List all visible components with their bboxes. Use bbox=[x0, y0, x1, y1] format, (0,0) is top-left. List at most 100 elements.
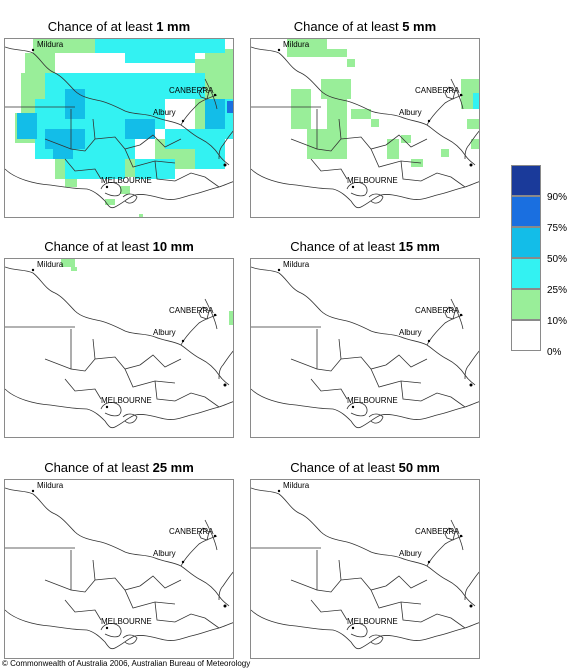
rain-cell bbox=[347, 59, 355, 67]
boundary-line bbox=[346, 622, 368, 638]
town-label-mildura: Mildura bbox=[283, 260, 310, 269]
title-prefix: Chance of at least bbox=[44, 239, 149, 254]
town-marker-canberra bbox=[459, 93, 463, 97]
boundary-line bbox=[368, 193, 384, 204]
boundary-line bbox=[154, 160, 220, 188]
coast-marker bbox=[223, 383, 227, 387]
town-label-melbourne: MELBOURNE bbox=[347, 176, 398, 185]
boundary-line bbox=[139, 354, 182, 368]
title-prefix: Chance of at least bbox=[290, 460, 395, 475]
boundary-line bbox=[310, 158, 348, 180]
boundary-line bbox=[251, 46, 280, 54]
boundary-line bbox=[251, 168, 479, 209]
threshold-amount: 25 mm bbox=[152, 460, 194, 475]
boundary-line bbox=[400, 380, 466, 408]
state-boundaries bbox=[251, 46, 479, 209]
boundary-line bbox=[346, 401, 368, 417]
boundary-line bbox=[400, 601, 466, 629]
boundary-line bbox=[444, 527, 456, 541]
boundary-line bbox=[64, 378, 102, 400]
rain-cell bbox=[33, 39, 103, 53]
legend-swatch-25 bbox=[511, 258, 541, 289]
probability-legend: 90% 75% 50% 25% 10% 0% bbox=[511, 165, 570, 365]
legend-label-90: 90% bbox=[547, 192, 568, 203]
boundary-line bbox=[44, 118, 176, 168]
boundary-line bbox=[400, 160, 466, 188]
boundary-line bbox=[310, 378, 348, 400]
threshold-amount: 1 mm bbox=[156, 19, 191, 34]
boundary-line bbox=[139, 575, 182, 589]
boundary-line bbox=[122, 413, 138, 424]
threshold-amount: 50 mm bbox=[398, 460, 440, 475]
town-label-mildura: Mildura bbox=[37, 260, 64, 269]
rain-cell bbox=[401, 135, 411, 143]
boundary-line bbox=[290, 338, 422, 388]
rain-cell bbox=[327, 99, 347, 129]
town-label-canberra: CANBERRA bbox=[169, 86, 214, 95]
town-marker-canberra bbox=[213, 313, 217, 317]
legend-label-50: 50% bbox=[547, 254, 568, 265]
boundary-line bbox=[450, 298, 464, 330]
rain-cell bbox=[291, 89, 311, 129]
legend-label-75: 75% bbox=[547, 223, 568, 234]
town-label-albury: Albury bbox=[399, 328, 422, 337]
rain-map: Mildura CANBERRA Albury MELBOURNE bbox=[251, 39, 479, 209]
boundary-line bbox=[204, 519, 218, 551]
town-marker-mildura bbox=[31, 48, 35, 52]
coast-marker bbox=[223, 604, 227, 608]
rain-cell bbox=[467, 119, 479, 129]
rain-cell bbox=[55, 149, 65, 159]
boundary-line bbox=[5, 487, 34, 495]
rain-cell bbox=[71, 267, 77, 271]
town-marker-albury bbox=[427, 119, 431, 123]
boundary-line bbox=[139, 134, 182, 148]
panel-title: Chance of at least 10 mm bbox=[4, 238, 234, 256]
rain-map: Mildura CANBERRA Albury MELBOURNE bbox=[5, 39, 233, 217]
boundary-line bbox=[5, 609, 233, 650]
rain-cell bbox=[307, 129, 347, 159]
boundary-line bbox=[444, 86, 456, 100]
title-prefix: Chance of at least bbox=[290, 239, 395, 254]
rain-cell bbox=[205, 49, 233, 59]
boundary-line bbox=[5, 388, 233, 429]
rain-cell bbox=[473, 93, 479, 109]
coast-marker bbox=[223, 163, 227, 167]
town-marker-mildura bbox=[277, 489, 281, 493]
rain-cell bbox=[327, 49, 347, 57]
boundary-line bbox=[70, 550, 141, 593]
state-boundaries bbox=[251, 266, 479, 429]
rain-cell bbox=[371, 119, 379, 127]
map-panel-1mm: Chance of at least 1 mm Mildura CANBERRA A… bbox=[4, 18, 234, 224]
boundary-line bbox=[204, 78, 218, 110]
rain-cell bbox=[471, 139, 479, 149]
boundary-line bbox=[100, 401, 122, 417]
town-label-albury: Albury bbox=[153, 549, 176, 558]
boundary-line bbox=[450, 519, 464, 551]
town-label-mildura: Mildura bbox=[283, 40, 310, 49]
boundary-line bbox=[251, 487, 280, 495]
legend-label-10: 10% bbox=[547, 316, 568, 327]
panel-title: Chance of at least 1 mm bbox=[4, 18, 234, 36]
boundary-line bbox=[278, 272, 476, 386]
boundary-line bbox=[290, 118, 422, 168]
town-marker-melbourne bbox=[105, 626, 109, 630]
threshold-amount: 5 mm bbox=[402, 19, 437, 34]
town-label-mildura: Mildura bbox=[37, 481, 64, 490]
boundary-line bbox=[290, 559, 422, 609]
boundary-line bbox=[368, 413, 384, 424]
map-panel-10mm: Chance of at least 10 mm Mildura CANBERRA… bbox=[4, 238, 234, 444]
rain-cell bbox=[17, 113, 37, 139]
map-area: Mildura CANBERRA Albury MELBOURNE bbox=[250, 258, 480, 438]
boundary-line bbox=[316, 329, 387, 372]
map-area: Mildura CANBERRA Albury MELBOURNE bbox=[4, 479, 234, 659]
town-label-canberra: CANBERRA bbox=[169, 306, 214, 315]
boundary-line bbox=[70, 329, 141, 372]
state-boundaries bbox=[5, 487, 233, 650]
boundary-line bbox=[44, 338, 176, 388]
state-boundaries bbox=[5, 46, 233, 209]
boundary-line bbox=[464, 130, 479, 160]
threshold-amount: 15 mm bbox=[398, 239, 440, 254]
rain-cell bbox=[61, 259, 75, 267]
rain-probability-cells bbox=[287, 39, 479, 167]
boundary-line bbox=[385, 134, 428, 148]
